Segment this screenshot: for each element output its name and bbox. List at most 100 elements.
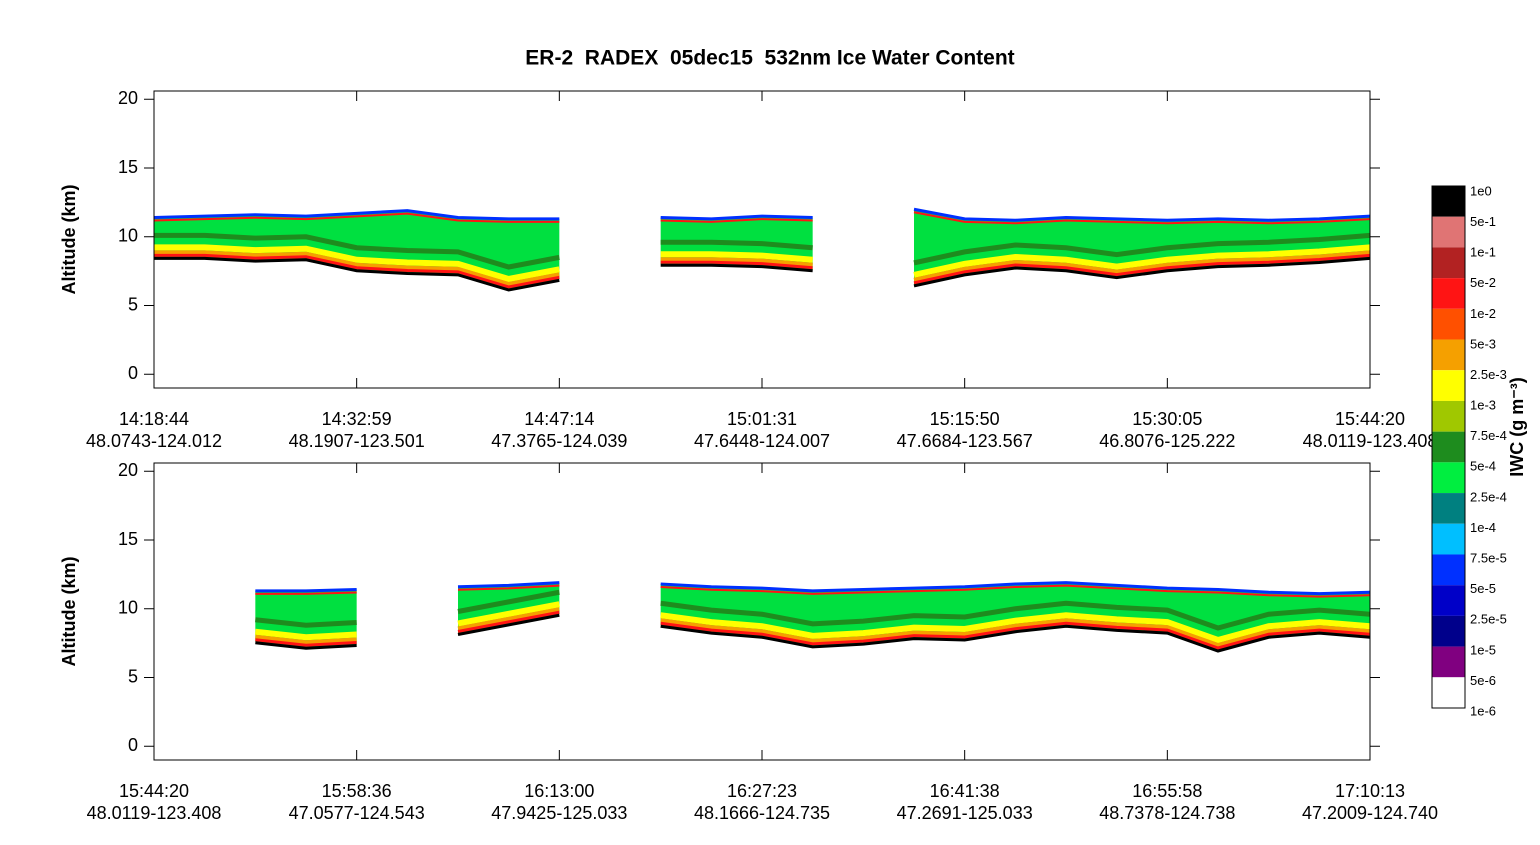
y-tick-label: 20 [118,88,138,108]
cloud-base-yellow [913,244,1371,278]
cloud-base [255,641,357,650]
x-tick-label: 15:15:50 [930,409,1000,429]
cloud-base-red [457,610,560,633]
colorbar-cell [1432,462,1465,494]
cloud-top-red [660,584,1371,598]
x-tick-sublabel: 48.7378-124.738 [1099,803,1235,823]
cloud-base-yellow [660,612,1371,644]
colorbar-cell [1432,646,1465,678]
colorbar-tick-label: 2.5e-3 [1470,367,1507,382]
y-axis-label: Altitude (km) [59,556,79,666]
colorbar-cell [1432,431,1465,463]
cloud-base-yellow [255,628,357,641]
x-tick-label: 15:58:36 [322,781,392,801]
cloud-top-red [457,584,560,591]
cloud-base-yellow [660,251,813,263]
colorbar-tick-label: 1e-2 [1470,306,1496,321]
x-tick-label: 16:41:38 [930,781,1000,801]
y-tick-label: 10 [118,598,138,618]
colorbar-cell [1432,216,1465,248]
cloud-top-red [153,212,560,223]
x-tick-sublabel: 48.0119-123.408 [1303,431,1438,451]
cloud-base-red [660,260,813,270]
x-tick-label: 16:55:58 [1132,781,1202,801]
colorbar-label: IWC (g m⁻³) [1507,377,1527,476]
cloud-base [457,613,560,636]
x-tick-label: 15:44:20 [119,781,189,801]
x-tick-sublabel: 48.1666-124.735 [694,803,830,823]
x-tick-sublabel: 48.0743-124.012 [86,431,222,451]
cloud-interior [457,589,560,614]
cloud-top [660,214,813,221]
cloud-top [913,207,1371,222]
chart-title: ER-2 RADEX 05dec15 532nm Ice Water Conte… [525,47,1014,70]
colorbar: 1e0 5e-1 1e-1 5e-2 1e-2 5e-3 2.5e-3 1e-3 7.5e-4 5… [1431,183,1507,718]
cloud-base-orange [660,257,813,267]
cloud-interior [154,232,560,270]
y-tick-label: 20 [118,460,138,480]
colorbar-tick-label: 1e0 [1470,183,1492,198]
colorbar-tick-label: 5e-6 [1470,673,1496,688]
colorbar-tick-label: 2.5e-5 [1470,612,1507,627]
colorbar-cell [1432,554,1465,586]
y-tick-label: 15 [118,529,138,549]
cloud-base [660,263,813,273]
colorbar-cell [1432,677,1465,708]
y-axis-label: Altitude (km) [59,184,79,294]
colorbar-tick-label: 5e-1 [1470,214,1496,229]
colorbar-tick-label: 5e-3 [1470,336,1496,351]
colorbar-tick-label: 1e-1 [1470,245,1496,260]
cloud-top-red [913,211,1371,225]
cloud-base-orange [255,634,357,645]
cloud-base-orange [913,250,1371,282]
cloud-base-yellow [457,601,560,627]
x-tick-label: 14:32:59 [322,409,392,429]
x-tick-sublabel: 47.2009-124.740 [1302,803,1438,823]
y-tick-label: 10 [118,226,138,246]
cloud-top [660,581,1371,596]
colorbar-tick-label: 2.5e-4 [1470,489,1507,504]
colorbar-cell [1432,370,1465,401]
colorbar-tick-label: 1e-6 [1470,703,1496,718]
x-tick-sublabel: 48.1907-123.501 [289,431,425,451]
cloud-interior [913,232,1371,266]
colorbar-cell [1432,339,1465,371]
cloud-base-red [255,638,357,647]
colorbar-tick-label: 1e-5 [1470,642,1496,657]
x-tick-sublabel: 47.3765-124.039 [491,431,627,451]
cloud-base-orange [457,607,560,631]
x-tick-label: 15:44:20 [1335,409,1405,429]
y-tick-label: 15 [118,157,138,177]
cloud-base-red [913,253,1371,285]
x-tick-sublabel: 47.0577-124.543 [289,803,425,823]
cloud-top [457,581,560,589]
x-tick-label: 17:10:13 [1335,781,1405,801]
x-tick-sublabel: 48.0119-123.408 [87,803,222,823]
cloud-top-red [660,218,813,223]
colorbar-cell [1432,247,1465,279]
colorbar-cell [1432,493,1465,524]
x-tick-label: 16:13:00 [524,781,594,801]
colorbar-tick-label: 1e-3 [1470,398,1496,413]
x-tick-sublabel: 47.2691-125.033 [897,803,1033,823]
x-tick-sublabel: 46.8076-125.222 [1099,431,1235,451]
cloud-base-red [660,621,1371,650]
x-tick-sublabel: 47.6448-124.007 [694,431,830,451]
cloud-base [913,256,1371,288]
cloud-top-red [255,591,357,595]
colorbar-tick-label: 5e-4 [1470,459,1496,474]
y-tick-label: 0 [128,735,138,755]
x-tick-label: 14:47:14 [524,409,594,429]
cloud-base-yellow [154,244,560,283]
colorbar-tick-label: 7.5e-4 [1470,428,1507,443]
x-tick-label: 16:27:23 [727,781,797,801]
colorbar-frame [1431,185,1466,709]
colorbar-tick-label: 1e-4 [1470,520,1496,535]
cloud-base-orange [660,618,1371,648]
colorbar-cell [1432,400,1465,432]
colorbar-cell [1432,308,1465,340]
colorbar-cell [1432,278,1465,309]
colorbar-cell [1432,523,1465,555]
x-tick-label: 15:01:31 [727,409,797,429]
x-tick-label: 14:18:44 [119,409,189,429]
